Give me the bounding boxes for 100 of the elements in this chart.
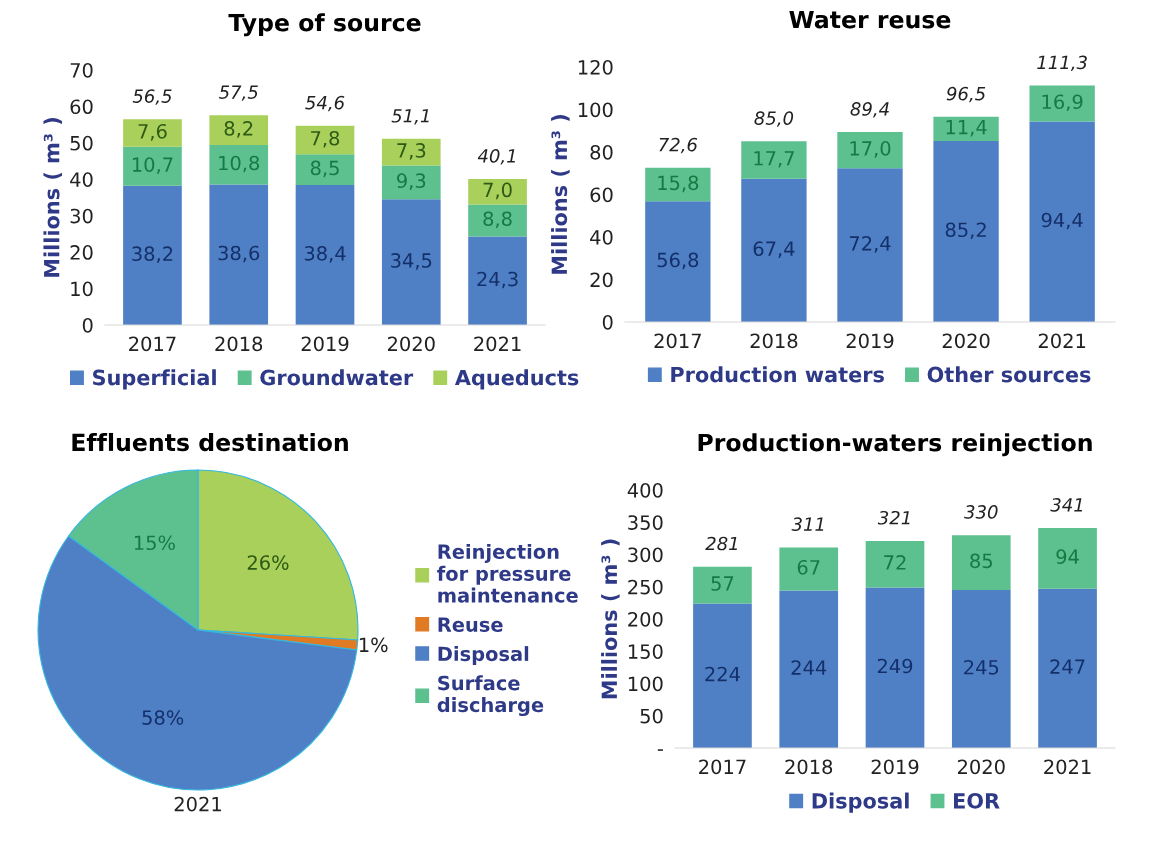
data-label: 8,5 bbox=[310, 160, 339, 178]
y-tick-label: 50 bbox=[640, 708, 663, 724]
data-label: 34,5 bbox=[391, 253, 432, 270]
bar bbox=[1038, 528, 1097, 589]
data-label: 67 bbox=[797, 559, 820, 575]
bar bbox=[741, 178, 807, 322]
bar bbox=[123, 146, 182, 186]
y-tick-label: 150 bbox=[628, 644, 663, 659]
x-tick-label: 2021 bbox=[1038, 333, 1086, 349]
data-label: 15,8 bbox=[658, 175, 699, 193]
bar bbox=[951, 535, 1011, 590]
data-label: 16,9 bbox=[1042, 94, 1083, 112]
y-tick-label: 40 bbox=[590, 229, 613, 245]
bar bbox=[1029, 121, 1095, 322]
data-label: 85,2 bbox=[945, 222, 986, 240]
y-tick-label: 30 bbox=[70, 208, 93, 224]
bar bbox=[865, 540, 925, 588]
chart-title: Type of source bbox=[228, 13, 421, 37]
legend-label: Reuse bbox=[438, 617, 503, 632]
x-tick-label: 2021 bbox=[474, 336, 521, 352]
legend-label: Disposal bbox=[438, 646, 529, 665]
x-tick-label: 2019 bbox=[846, 333, 894, 349]
y-tick-label: 10 bbox=[71, 281, 93, 297]
y-tick-label: 70 bbox=[70, 62, 93, 78]
bar bbox=[645, 167, 711, 202]
x-tick-label: 2019 bbox=[301, 336, 349, 352]
bar bbox=[381, 138, 441, 166]
y-tick-label: 20 bbox=[590, 272, 613, 288]
y-tick-label: 20 bbox=[70, 245, 93, 260]
bar bbox=[951, 589, 1011, 748]
total-label: 85,0 bbox=[754, 111, 794, 127]
x-tick-label: 2017 bbox=[129, 336, 176, 352]
legend-label: Aqueducts bbox=[454, 369, 579, 390]
data-label: 38,4 bbox=[304, 245, 346, 263]
legend-label: Disposal bbox=[812, 792, 909, 813]
x-tick-label: 2018 bbox=[785, 759, 833, 775]
total-label: 56,5 bbox=[132, 89, 172, 105]
data-label: 58% bbox=[142, 710, 184, 725]
bar bbox=[381, 165, 441, 200]
bar bbox=[1029, 85, 1095, 122]
legend-label: EOR bbox=[954, 792, 1000, 809]
data-label: 224 bbox=[705, 666, 740, 682]
x-tick-label: 2020 bbox=[957, 759, 1005, 775]
total-label: 341 bbox=[1050, 498, 1083, 512]
bar bbox=[933, 140, 999, 322]
x-tick-label: 2017 bbox=[654, 333, 701, 349]
total-label: 54,6 bbox=[305, 95, 345, 112]
data-label: 8,8 bbox=[483, 211, 512, 229]
y-tick-label: 120 bbox=[578, 59, 613, 75]
x-tick-label: 2019 bbox=[871, 759, 919, 775]
bar bbox=[693, 603, 752, 748]
y-axis-title: Millions ( m³ ) bbox=[43, 118, 62, 277]
bar bbox=[209, 184, 269, 325]
x-tick-label: 2020 bbox=[387, 336, 435, 352]
bar bbox=[693, 566, 752, 604]
bar bbox=[933, 116, 999, 141]
data-label: 8,2 bbox=[224, 121, 253, 138]
data-label: 245 bbox=[964, 659, 999, 675]
bar bbox=[209, 145, 269, 185]
data-label: 56,8 bbox=[657, 252, 699, 270]
y-tick-label: 100 bbox=[578, 102, 613, 118]
bar bbox=[295, 185, 355, 325]
x-tick-label: 2018 bbox=[215, 336, 263, 352]
y-tick-label: - bbox=[657, 749, 663, 751]
total-label: 89,4 bbox=[850, 102, 889, 118]
y-tick-label: 50 bbox=[70, 135, 93, 151]
y-tick-label: 200 bbox=[628, 611, 663, 627]
y-tick-label: 0 bbox=[602, 314, 613, 330]
data-label: 72,4 bbox=[849, 236, 891, 253]
data-label: 94 bbox=[1056, 549, 1079, 565]
legend-label: Production waters bbox=[671, 366, 884, 383]
y-tick-label: 400 bbox=[627, 482, 663, 498]
legend-label: Superficial bbox=[93, 369, 216, 390]
data-label: 38,6 bbox=[218, 245, 260, 263]
y-tick-label: 40 bbox=[70, 172, 93, 187]
legend-label: Groundwater bbox=[260, 369, 414, 386]
data-label: 67,4 bbox=[753, 241, 795, 259]
y-tick-label: 100 bbox=[628, 676, 663, 692]
chart-title: Effluents destination bbox=[72, 432, 348, 452]
bar bbox=[1038, 588, 1097, 748]
x-tick-label: 2021 bbox=[1044, 759, 1091, 775]
y-axis-title: Millions ( m³ ) bbox=[601, 539, 620, 699]
data-label: 72 bbox=[884, 555, 906, 570]
total-label: 57,5 bbox=[218, 85, 258, 101]
bar bbox=[837, 168, 903, 322]
y-tick-label: 300 bbox=[628, 547, 663, 563]
y-tick-label: 60 bbox=[70, 99, 93, 115]
x-tick-label: 2018 bbox=[750, 333, 798, 349]
total-label: 330 bbox=[964, 505, 998, 519]
bar bbox=[865, 587, 925, 748]
bar bbox=[123, 119, 182, 147]
bar bbox=[381, 199, 441, 325]
total-label: 281 bbox=[705, 536, 737, 551]
data-label: 1% bbox=[359, 637, 388, 653]
y-axis-title: Millions ( m³ ) bbox=[551, 115, 570, 274]
total-label: 96,5 bbox=[946, 86, 986, 103]
y-tick-label: 350 bbox=[628, 515, 663, 530]
data-label: 7,6 bbox=[138, 123, 167, 141]
bar bbox=[295, 154, 355, 186]
legend-label: Other sources bbox=[927, 366, 1091, 383]
